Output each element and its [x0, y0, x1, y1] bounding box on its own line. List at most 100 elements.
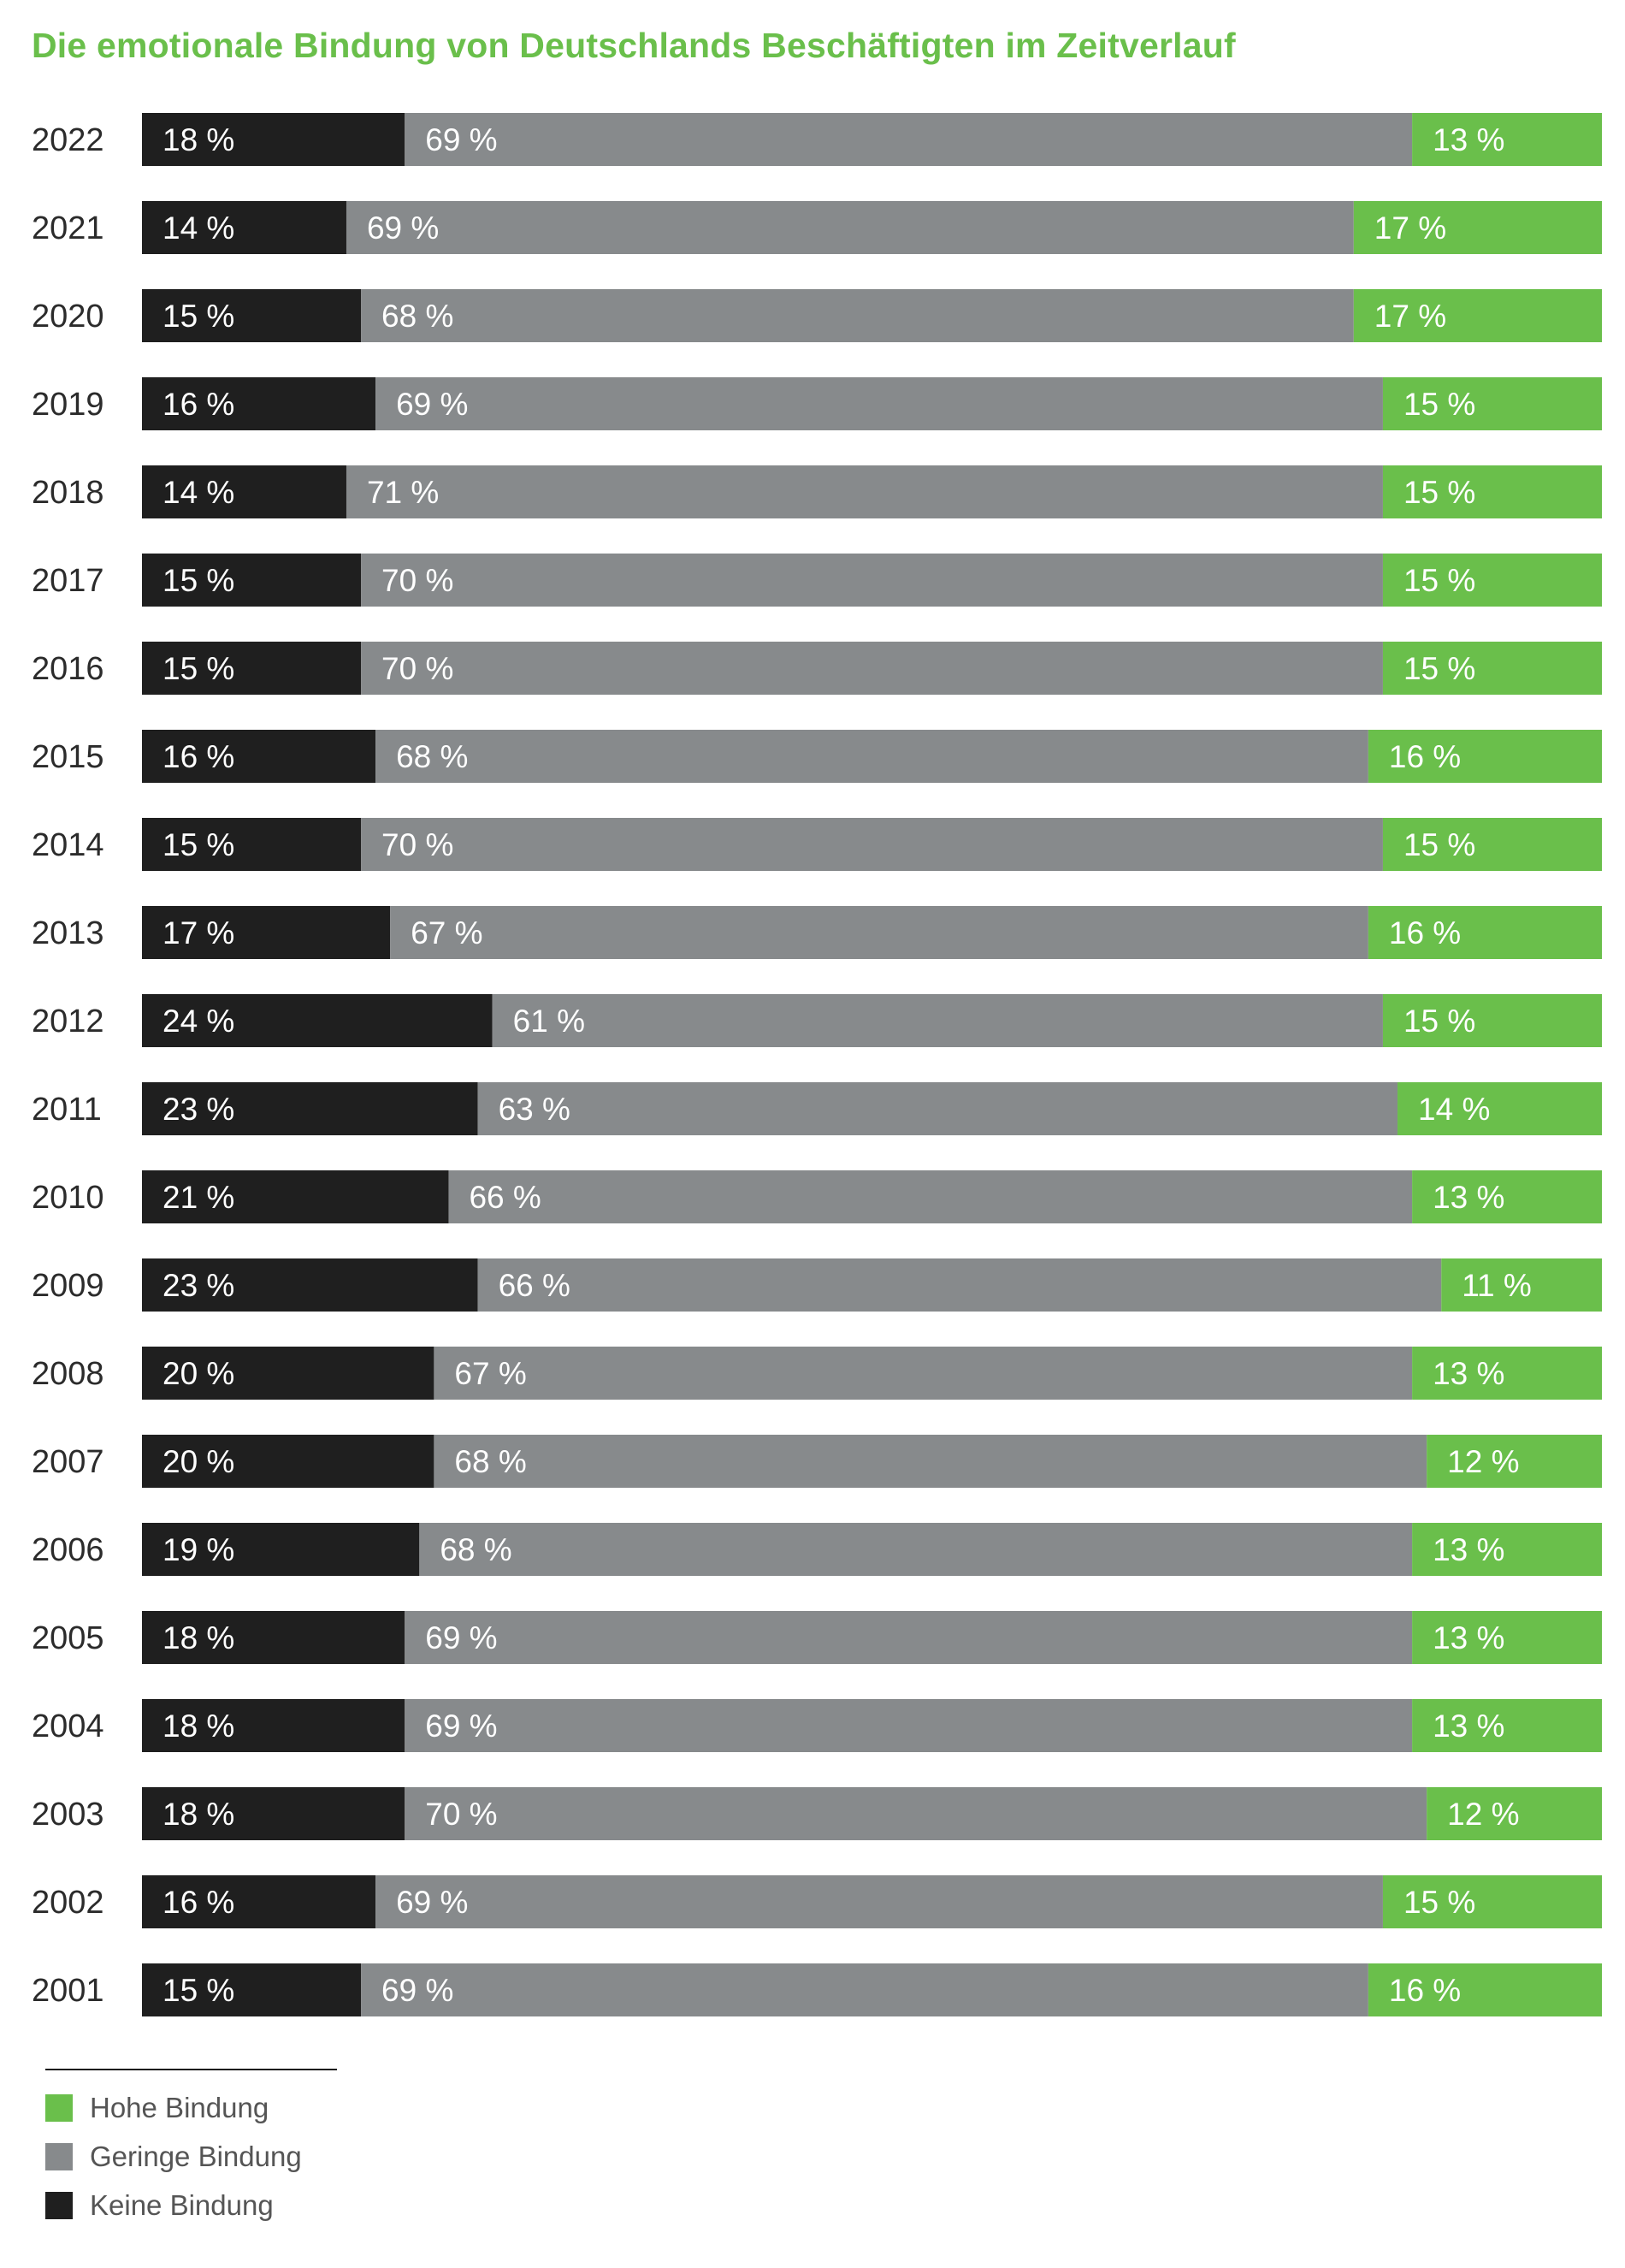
bar-row-2011: 2011 23 % 63 % 14 % — [32, 1082, 1602, 1135]
bar-segment-keine-bindung — [142, 1963, 362, 2016]
bar-segment-hohe-bindung — [1382, 465, 1602, 518]
bar-segment-hohe-bindung — [1368, 730, 1602, 783]
data-label-keine-bindung: 19 % — [162, 1532, 234, 1567]
data-label-geringe-bindung: 66 % — [499, 1268, 570, 1303]
bar-segment-keine-bindung — [142, 994, 493, 1047]
y-tick-label: 2004 — [32, 1708, 104, 1744]
bar-segment-keine-bindung — [142, 1787, 405, 1840]
bar-segment-keine-bindung — [142, 906, 391, 959]
legend-label-keine: Keine Bindung — [90, 2189, 274, 2221]
data-label-geringe-bindung: 68 % — [440, 1532, 511, 1567]
data-label-keine-bindung: 15 % — [162, 563, 234, 598]
data-label-geringe-bindung: 63 % — [499, 1092, 570, 1127]
bar-row-2021: 2021 14 % 69 % 17 % — [32, 201, 1602, 254]
y-tick-label: 2006 — [32, 1532, 104, 1568]
bar-segment-keine-bindung — [142, 201, 346, 254]
bar-segment-geringe-bindung — [477, 1258, 1442, 1312]
bar-segment-hohe-bindung — [1412, 1170, 1602, 1223]
legend-swatch-keine — [45, 2192, 73, 2219]
y-tick-label: 2001 — [32, 1973, 104, 2009]
y-tick-label: 2011 — [32, 1092, 102, 1128]
data-label-keine-bindung: 17 % — [162, 915, 234, 950]
bar-segment-geringe-bindung — [405, 1611, 1413, 1664]
data-label-geringe-bindung: 66 % — [469, 1180, 541, 1215]
bar-segment-hohe-bindung — [1412, 1347, 1602, 1400]
bar-row-2006: 2006 19 % 68 % 13 % — [32, 1523, 1602, 1576]
y-tick-label: 2007 — [32, 1444, 104, 1480]
data-label-hohe-bindung: 15 % — [1403, 1004, 1475, 1039]
bar-segment-geringe-bindung — [492, 994, 1383, 1047]
data-label-keine-bindung: 20 % — [162, 1356, 234, 1391]
data-label-keine-bindung: 18 % — [162, 1620, 234, 1655]
y-tick-label: 2021 — [32, 210, 104, 246]
data-label-keine-bindung: 18 % — [162, 1708, 234, 1744]
chart-title: Die emotionale Bindung von Deutschlands … — [32, 26, 1236, 65]
bar-segment-keine-bindung — [142, 818, 362, 871]
bar-row-2013: 2013 17 % 67 % 16 % — [32, 906, 1602, 959]
bar-segment-keine-bindung — [142, 1082, 478, 1135]
legend-item-geringe: Geringe Bindung — [45, 2140, 302, 2174]
bar-segment-hohe-bindung — [1441, 1258, 1602, 1312]
bar-segment-hohe-bindung — [1427, 1787, 1602, 1840]
data-label-geringe-bindung: 61 % — [513, 1004, 585, 1039]
bar-segment-hohe-bindung — [1368, 906, 1602, 959]
y-tick-label: 2019 — [32, 387, 104, 423]
bar-segment-keine-bindung — [142, 1699, 405, 1752]
bar-row-2016: 2016 15 % 70 % 15 % — [32, 642, 1602, 695]
data-label-hohe-bindung: 17 % — [1374, 299, 1446, 334]
y-tick-label: 2015 — [32, 739, 104, 775]
data-label-keine-bindung: 14 % — [162, 475, 234, 510]
data-label-hohe-bindung: 15 % — [1403, 387, 1475, 422]
data-label-hohe-bindung: 13 % — [1433, 122, 1504, 157]
bar-segment-keine-bindung — [142, 465, 346, 518]
bar-segment-hohe-bindung — [1412, 1523, 1602, 1576]
data-label-geringe-bindung: 70 % — [425, 1797, 497, 1832]
bar-segment-keine-bindung — [142, 289, 362, 342]
bar-segment-keine-bindung — [142, 113, 405, 166]
data-label-geringe-bindung: 71 % — [367, 475, 439, 510]
bar-row-2008: 2008 20 % 67 % 13 % — [32, 1347, 1602, 1400]
bar-row-2019: 2019 16 % 69 % 15 % — [32, 377, 1602, 430]
bar-row-2009: 2009 23 % 66 % 11 % — [32, 1258, 1602, 1312]
data-label-hohe-bindung: 13 % — [1433, 1180, 1504, 1215]
bar-row-2012: 2012 24 % 61 % 15 % — [32, 994, 1602, 1047]
data-label-keine-bindung: 15 % — [162, 1973, 234, 2008]
bar-segment-keine-bindung — [142, 1435, 434, 1488]
y-tick-label: 2018 — [32, 475, 104, 511]
data-label-hohe-bindung: 13 % — [1433, 1356, 1504, 1391]
bar-segment-hohe-bindung — [1412, 1611, 1602, 1664]
bar-row-2005: 2005 18 % 69 % 13 % — [32, 1611, 1602, 1664]
bar-segment-geringe-bindung — [346, 201, 1354, 254]
bar-segment-geringe-bindung — [405, 1699, 1413, 1752]
bar-segment-geringe-bindung — [375, 377, 1383, 430]
data-label-hohe-bindung: 15 % — [1403, 1885, 1475, 1920]
stacked-bar-chart: 2022 18 % 69 % 13 % 2021 14 % 69 % 17 % 2020 15 %… — [32, 113, 1602, 2016]
y-tick-label: 2010 — [32, 1180, 104, 1216]
data-label-geringe-bindung: 68 % — [396, 739, 468, 774]
bar-row-2003: 2003 18 % 70 % 12 % — [32, 1787, 1602, 1840]
legend-swatch-hohe — [45, 2094, 73, 2122]
data-label-hohe-bindung: 15 % — [1403, 827, 1475, 862]
bar-segment-hohe-bindung — [1368, 1963, 1602, 2016]
data-label-keine-bindung: 15 % — [162, 651, 234, 686]
legend-label-hohe: Hohe Bindung — [90, 2092, 269, 2123]
bar-segment-hohe-bindung — [1353, 201, 1602, 254]
y-tick-label: 2013 — [32, 915, 104, 951]
bar-row-2001: 2001 15 % 69 % 16 % — [32, 1963, 1602, 2016]
y-tick-label: 2012 — [32, 1004, 104, 1039]
legend: Hohe Bindung Geringe Bindung Keine Bindu… — [45, 2091, 302, 2237]
y-tick-label: 2008 — [32, 1356, 104, 1392]
data-label-keine-bindung: 24 % — [162, 1004, 234, 1039]
bar-segment-hohe-bindung — [1427, 1435, 1602, 1488]
bar-segment-hohe-bindung — [1382, 994, 1602, 1047]
data-label-hohe-bindung: 17 % — [1374, 210, 1446, 246]
y-tick-label: 2005 — [32, 1620, 104, 1656]
bar-row-2010: 2010 21 % 66 % 13 % — [32, 1170, 1602, 1223]
data-label-geringe-bindung: 67 % — [454, 1356, 526, 1391]
bar-row-2022: 2022 18 % 69 % 13 % — [32, 113, 1602, 166]
bar-segment-keine-bindung — [142, 730, 376, 783]
data-label-keine-bindung: 16 % — [162, 387, 234, 422]
bar-segment-keine-bindung — [142, 642, 362, 695]
bar-segment-keine-bindung — [142, 1170, 449, 1223]
bar-segment-keine-bindung — [142, 1523, 420, 1576]
